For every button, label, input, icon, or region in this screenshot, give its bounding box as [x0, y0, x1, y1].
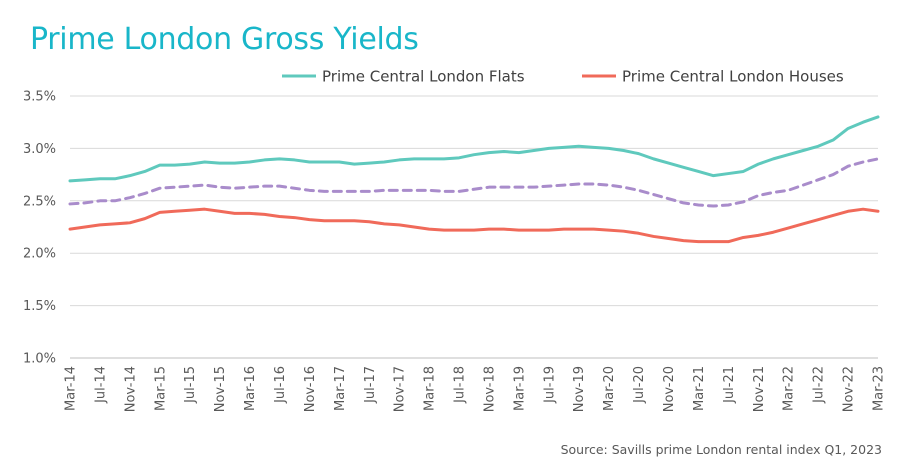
x-tick-label: Nov-18: [482, 366, 497, 412]
y-tick-label: 1.0%: [23, 352, 56, 367]
x-tick-label: Nov-22: [842, 366, 857, 412]
gridlines: [70, 95, 878, 359]
y-tick-label: 3.0%: [23, 142, 56, 157]
x-axis-ticks: Mar-14 Jul-14 Nov-14 Mar-15 Jul-15 Nov-15 Mar-…: [64, 366, 887, 412]
x-tick-label: Nov-17: [393, 366, 408, 412]
y-tick-label: 3.5%: [23, 90, 56, 105]
x-tick-label: Mar-20: [602, 366, 617, 411]
y-tick-label: 2.0%: [23, 247, 56, 262]
x-tick-label: Jul-22: [812, 366, 827, 404]
x-tick-label: Jul-18: [453, 366, 468, 404]
x-tick-label: Nov-19: [572, 366, 587, 412]
legend: Prime Central London Flats Prime Central …: [282, 68, 844, 86]
series-line: [68, 115, 880, 183]
x-tick-label: Mar-23: [872, 366, 887, 411]
y-tick-label: 2.5%: [23, 194, 56, 209]
series-line: [68, 207, 880, 244]
x-tick-label: Mar-15: [153, 366, 168, 411]
x-tick-label: Mar-19: [512, 366, 527, 411]
series-line: [68, 157, 880, 208]
x-tick-label: Nov-14: [123, 366, 138, 412]
x-tick-label: Mar-22: [782, 366, 797, 411]
x-tick-label: Jul-19: [542, 366, 557, 404]
x-tick-label: Mar-18: [423, 366, 438, 411]
x-tick-label: Jul-16: [273, 366, 288, 404]
chart-title: Prime London Gross Yields: [30, 22, 419, 57]
x-tick-label: Nov-16: [303, 366, 318, 412]
x-tick-label: Nov-20: [662, 366, 677, 412]
x-tick-label: Jul-20: [632, 366, 647, 404]
y-axis-ticks: 1.0% 1.5% 2.0% 2.5% 3.0% 3.5%: [23, 90, 56, 367]
x-tick-label: Jul-17: [363, 366, 378, 404]
y-tick-label: 1.5%: [23, 299, 56, 314]
x-tick-label: Nov-21: [752, 366, 767, 412]
series-lines: [68, 115, 880, 244]
x-tick-label: Mar-16: [243, 366, 258, 411]
legend-label: Prime Central London Flats: [322, 68, 525, 86]
x-tick-label: Jul-15: [183, 366, 198, 404]
x-tick-label: Mar-14: [64, 366, 79, 411]
x-tick-label: Mar-17: [333, 366, 348, 411]
x-tick-label: Nov-15: [213, 366, 228, 412]
x-tick-label: Jul-21: [722, 366, 737, 404]
x-tick-label: Jul-14: [93, 366, 108, 404]
source-note: Source: Savills prime London rental inde…: [560, 442, 882, 457]
legend-label: Prime Central London Houses: [622, 68, 844, 86]
x-tick-label: Mar-21: [692, 366, 707, 411]
